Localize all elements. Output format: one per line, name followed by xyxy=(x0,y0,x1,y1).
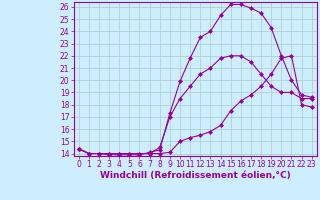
X-axis label: Windchill (Refroidissement éolien,°C): Windchill (Refroidissement éolien,°C) xyxy=(100,171,291,180)
